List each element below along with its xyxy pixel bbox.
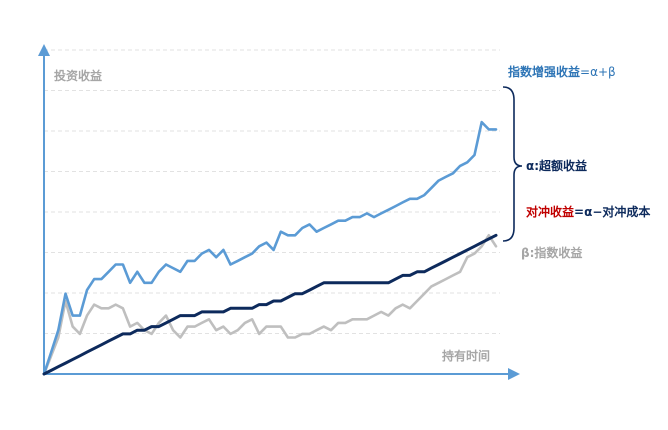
x-axis-arrow-icon [508, 368, 520, 380]
x-axis-title: 持有时间 [442, 348, 490, 363]
enhanced-return-label-formula: =α+β [580, 65, 616, 79]
alpha-bracket [502, 86, 523, 242]
hedge-return-label-formula: =α−对冲成本 [574, 204, 650, 219]
enhanced-return-label: 指数增强收益=α+β [508, 64, 616, 79]
beta-label: β:指数收益 [521, 245, 582, 260]
axes [38, 44, 520, 380]
alpha-label: α:超额收益 [526, 158, 587, 173]
series-line-enhanced-return [42, 120, 498, 376]
hedge-return-label: 对冲收益=α−对冲成本 [526, 204, 650, 219]
series-line-index-return [42, 234, 498, 376]
series-layer [42, 120, 498, 376]
y-axis-arrow-icon [38, 44, 50, 56]
series-line-hedge-return [42, 233, 498, 376]
enhanced-return-label-main: 指数增强收益 [508, 64, 580, 79]
gridlines [44, 49, 500, 334]
y-axis-title: 投资收益 [54, 68, 102, 83]
hedge-return-label-main: 对冲收益 [526, 204, 574, 219]
